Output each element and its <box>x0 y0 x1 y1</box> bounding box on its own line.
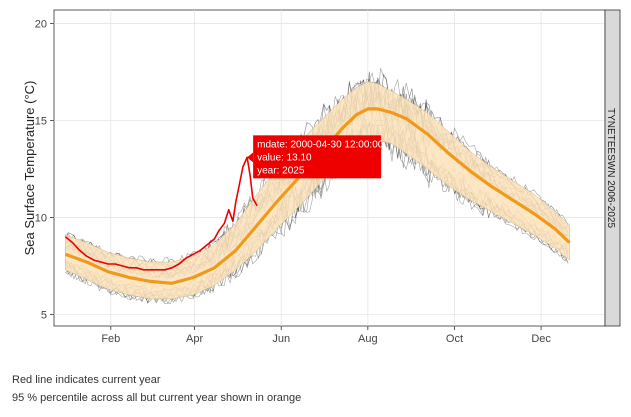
y-tick-label: 15 <box>35 116 47 128</box>
tooltip-pointer <box>247 152 254 163</box>
x-tick-label: Dec <box>531 333 551 345</box>
y-tick-label: 10 <box>35 212 47 224</box>
tooltip-mdate: mdate: 2000-04-30 12:00:00 <box>257 139 384 150</box>
x-tick-label: Oct <box>446 333 463 345</box>
tooltip-box <box>253 135 382 179</box>
facet-label: TYNETEESWN 2006-2025 <box>605 108 616 228</box>
caption-current-year: Red line indicates current year <box>12 374 161 386</box>
tooltip-value: value: 13.10 <box>257 152 312 163</box>
x-tick-label: Feb <box>101 333 120 345</box>
x-axis-ticks: Feb Apr Jun Aug Oct Dec <box>101 326 551 345</box>
y-axis-ticks: 5 10 15 20 <box>35 19 54 321</box>
median-line <box>64 107 571 285</box>
caption-percentile: 95 % percentile across all but current y… <box>12 392 302 404</box>
x-tick-label: Apr <box>186 333 203 345</box>
sst-chart: 5 10 15 20 Feb Apr Jun Aug Oct Dec Sea Surface T… <box>22 9 621 345</box>
hover-tooltip: mdate: 2000-04-30 12:00:00 value: 13.10 … <box>247 135 384 179</box>
facet-strip <box>604 9 621 327</box>
x-tick-label: Aug <box>358 333 378 345</box>
y-axis-label: Sea Surface Temperature (°C) <box>22 81 37 256</box>
y-tick-label: 20 <box>35 19 47 31</box>
current-year-line[interactable] <box>64 156 258 271</box>
percentile-band <box>65 81 570 300</box>
x-tick-label: Jun <box>272 333 290 345</box>
tooltip-year: year: 2025 <box>257 165 305 176</box>
y-tick-label: 5 <box>41 309 47 321</box>
